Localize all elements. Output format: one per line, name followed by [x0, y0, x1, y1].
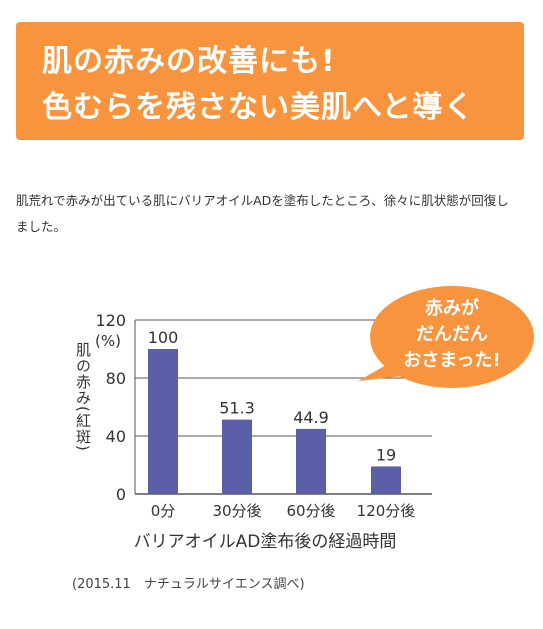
- bar: [222, 419, 252, 494]
- redness-bar-chart: 0 40 80 120 (%)肌の赤み(紅斑) 100 0分 51.3 30分後 44.9 60分後…: [74, 286, 534, 552]
- bar-value-label: 44.9: [293, 408, 329, 427]
- speech-bubble-text: おさまった!: [403, 350, 501, 371]
- x-tick-label: 30分後: [212, 502, 261, 520]
- speech-bubble-text: 赤みが: [425, 297, 479, 319]
- y-axis-title: 肌の赤み(紅斑): [74, 342, 92, 452]
- x-tick-label: 0分: [151, 502, 176, 520]
- y-tick-label: 80: [106, 369, 126, 388]
- speech-bubble: [370, 286, 534, 388]
- bar-value-label: 19: [376, 445, 396, 464]
- headline-banner: 肌の赤みの改善にも! 色むらを残さない美肌へと導く: [16, 22, 524, 140]
- bar-value-label: 51.3: [219, 399, 255, 418]
- bar-value-label: 100: [148, 328, 179, 347]
- bar: [371, 466, 401, 494]
- x-axis-title: バリアオイルAD塗布後の経過時間: [134, 531, 397, 552]
- speech-bubble-tail: [358, 364, 402, 381]
- source-caption: (2015.11 ナチュラルサイエンス調べ): [72, 577, 305, 592]
- y-tick-label: 120: [95, 311, 126, 330]
- y-tick-label: 0: [116, 485, 126, 504]
- headline-line-2: 色むらを残さない美肌へと導く: [42, 90, 475, 125]
- y-tick-label: 40: [106, 427, 126, 446]
- x-tick-label: 120分後: [357, 502, 416, 520]
- description-text: 肌荒れで赤みが出ている肌にバリアオイルADを塗布したところ、徐々に肌状態が回復し…: [16, 193, 509, 234]
- bar: [148, 349, 178, 494]
- speech-bubble-text: だんだん: [416, 324, 488, 345]
- headline-line-1: 肌の赤みの改善にも!: [42, 44, 336, 79]
- y-unit-label: (%): [95, 332, 121, 350]
- x-tick-label: 60分後: [286, 502, 335, 520]
- bar: [296, 428, 326, 494]
